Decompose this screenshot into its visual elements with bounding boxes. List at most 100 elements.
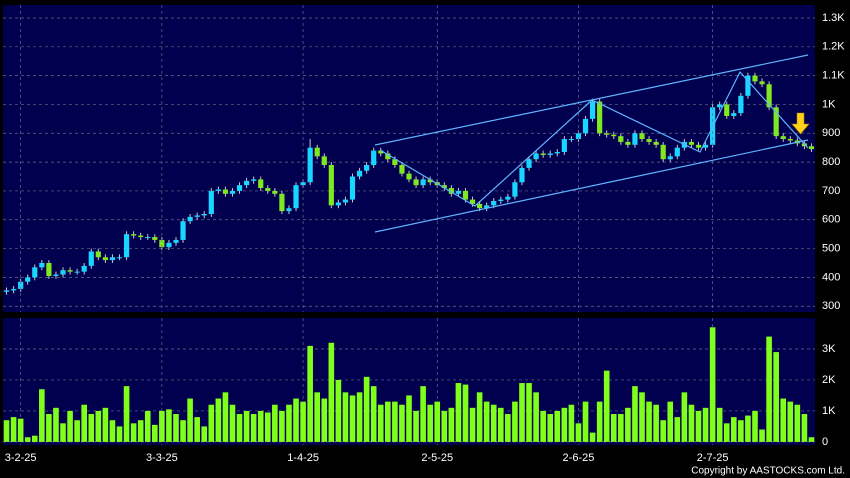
volume-bar <box>596 401 603 442</box>
volume-bar <box>314 392 321 442</box>
candle-body <box>60 270 66 275</box>
volume-bar <box>88 414 95 442</box>
volume-bar <box>74 420 80 442</box>
volume-bar <box>236 414 243 442</box>
candle-body <box>335 202 341 206</box>
volume-bar <box>60 423 66 442</box>
candle-body <box>639 133 645 140</box>
volume-bar <box>173 414 179 442</box>
volume-bar <box>293 398 299 442</box>
candle-body <box>385 153 391 160</box>
candle-body <box>293 185 299 209</box>
candle-body <box>519 167 525 183</box>
candle-body <box>455 190 462 194</box>
candle-body <box>667 156 673 160</box>
volume-bar <box>695 410 702 442</box>
candle-body <box>597 101 603 134</box>
zigzag <box>379 70 809 207</box>
candle-body <box>526 159 532 168</box>
arrow <box>791 112 810 135</box>
candle-body <box>484 205 490 209</box>
candle-body <box>773 107 779 137</box>
candle-body <box>229 190 236 194</box>
candle-body <box>547 153 553 155</box>
volume-bar <box>745 415 751 442</box>
volume-bar <box>102 407 109 442</box>
candle-body <box>759 81 765 85</box>
candle-body <box>215 189 221 191</box>
volume-bar <box>702 407 709 442</box>
candle-body <box>244 180 250 186</box>
candle-body <box>568 139 574 141</box>
candle-body <box>173 239 179 243</box>
volume-bar <box>512 401 518 442</box>
candle-body <box>349 176 356 200</box>
volume-bar <box>787 401 794 442</box>
volume-bar <box>554 410 561 442</box>
channel-lower <box>374 139 809 233</box>
volume-bar <box>406 395 412 442</box>
volume-bar <box>243 410 250 442</box>
candle-body <box>427 179 433 183</box>
y-tick-label: 600 <box>822 214 840 226</box>
candle-body <box>46 262 52 276</box>
volume-bar <box>123 386 130 442</box>
candle-body <box>138 235 144 238</box>
candle-body <box>67 270 73 272</box>
candle-body <box>589 101 596 119</box>
volume-bar <box>681 392 688 442</box>
volume-bar <box>250 414 257 442</box>
volume-bar <box>109 420 116 442</box>
candle-body <box>314 147 320 157</box>
candle-body <box>131 234 137 236</box>
candle-body <box>236 185 243 191</box>
x-tick-label: 1-4-25 <box>287 452 319 464</box>
candle-body <box>123 234 130 258</box>
volume-bar <box>469 407 476 442</box>
volume-bar <box>399 404 405 442</box>
candle-body <box>194 215 200 217</box>
volume-bar <box>688 404 695 442</box>
volume-bar <box>540 410 546 442</box>
candle-body <box>724 104 730 116</box>
volume-bar <box>455 383 462 442</box>
volume-bar <box>420 386 426 442</box>
candle-body <box>512 182 518 197</box>
volume-bar <box>674 417 681 442</box>
candle-body <box>702 144 709 148</box>
volume-bar <box>264 412 271 442</box>
candle-body <box>441 185 447 189</box>
candle-body <box>674 147 680 157</box>
y-tick-label: 1K <box>822 98 836 110</box>
candle-body <box>286 208 292 212</box>
volume-bar <box>794 404 801 442</box>
volume-bar <box>342 392 349 442</box>
volume-bar <box>561 407 568 442</box>
candle-body <box>533 153 539 160</box>
volume-bar <box>17 418 24 442</box>
volume-bar <box>152 424 158 442</box>
volume-bar <box>448 407 455 442</box>
candle-body <box>462 190 469 200</box>
candle-body <box>109 257 116 261</box>
candle-body <box>102 257 108 261</box>
volume-bar <box>801 414 808 442</box>
x-tick-label: 2-5-25 <box>421 452 453 464</box>
candle-body <box>272 190 278 194</box>
volume-bar <box>667 401 674 442</box>
candle-body <box>116 257 123 259</box>
volume-bar <box>385 401 391 442</box>
candle-body <box>540 153 546 155</box>
candle-body <box>646 139 652 142</box>
candle-body <box>18 281 24 289</box>
volume-bar <box>653 404 659 442</box>
candle-body <box>39 262 45 268</box>
candle-body <box>88 251 94 266</box>
volume-bar <box>505 414 511 442</box>
candle-body <box>477 203 483 209</box>
candle-body <box>222 189 229 194</box>
candle-body <box>166 242 172 248</box>
volume-bar <box>392 401 398 442</box>
candle-body <box>780 136 786 140</box>
volume-bar <box>137 420 144 442</box>
